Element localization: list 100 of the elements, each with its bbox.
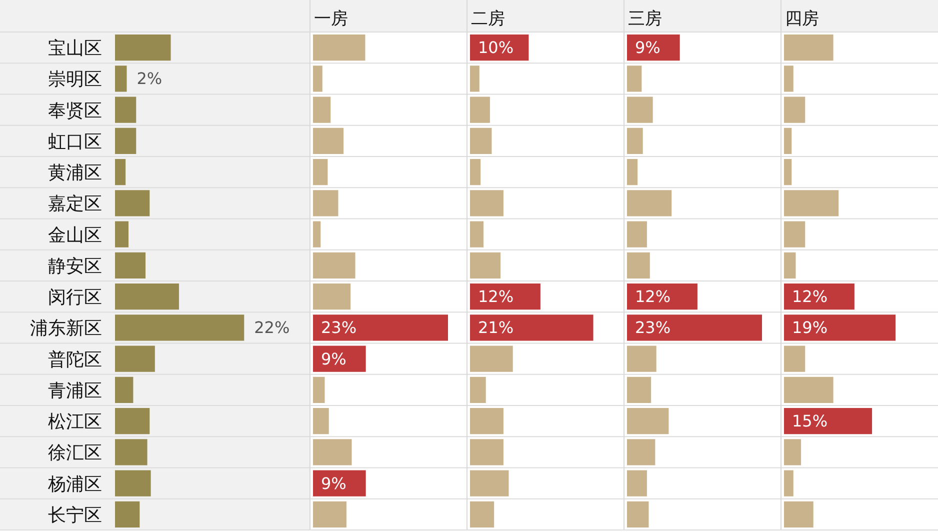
y-tick-label: 徐汇区 [48,442,102,464]
bar [627,376,652,403]
bar [784,439,802,466]
bar [470,96,490,123]
bar [115,221,128,248]
bar [470,284,540,310]
bar [470,190,504,216]
data-label: 12% [635,287,671,306]
y-tick-label: 杨浦区 [47,474,102,495]
bar [784,66,794,92]
bar [115,284,179,310]
y-tick-label: 长宁区 [48,504,102,526]
y-tick-label: 虹口区 [48,131,102,152]
bar [115,314,244,341]
bar [784,159,792,186]
bar [627,314,762,341]
bar [470,128,492,154]
bar [784,252,796,278]
bar [784,190,839,216]
bar [313,501,346,528]
y-tick-label: 静安区 [48,256,102,277]
bar [313,376,325,403]
bar [784,128,792,154]
bar [784,314,896,341]
bar [313,314,448,341]
bar [313,284,351,310]
data-label: 9% [321,474,346,493]
bar [313,439,352,466]
bar [470,470,509,496]
bar [627,190,672,216]
bar [784,376,834,403]
data-label: 12% [478,287,514,306]
data-label: 9% [635,38,660,58]
y-tick-label: 黄浦区 [48,162,102,184]
bar [784,346,806,372]
bar [313,190,338,216]
data-label: 10% [478,38,514,58]
bar [627,470,647,496]
bar [784,34,834,61]
y-tick-label: 闵行区 [48,287,102,308]
bar [470,252,501,278]
data-label: 15% [792,412,828,431]
bar [784,96,806,123]
bar [313,66,322,92]
bar [115,252,146,278]
bar [627,128,643,154]
bar [313,408,329,434]
bar [470,221,484,248]
y-tick-label: 奉贤区 [48,100,102,122]
bar [115,190,150,216]
bar [627,159,638,186]
bar [470,501,494,528]
y-tick-label: 青浦区 [48,380,102,402]
bar [627,252,650,278]
bar [115,34,171,61]
bar [313,159,328,186]
data-label: 22% [254,318,290,338]
y-tick-label: 嘉定区 [48,194,102,215]
data-label: 23% [321,318,357,338]
chart-title: 三房 [628,9,662,29]
chart-title: 一房 [314,9,348,29]
bar [115,501,140,528]
y-tick-label: 普陀区 [48,349,102,370]
bar [115,470,151,496]
bar [313,221,321,248]
bar [627,284,698,310]
chart-title: 四房 [785,9,819,29]
bar [470,66,480,92]
y-tick-label: 松江区 [48,412,102,433]
bar [115,96,136,123]
bar [784,470,794,496]
data-label: 2% [136,69,162,88]
data-label: 21% [478,318,514,338]
bar [470,376,486,403]
bar [784,221,806,248]
bar [784,284,854,310]
data-label: 23% [635,318,671,338]
bar [627,96,653,123]
y-tick-label: 金山区 [48,224,102,246]
bar [470,408,504,434]
bar [470,439,504,466]
bar [470,314,594,341]
bar [115,439,148,466]
y-tick-label: 宝山区 [48,38,102,60]
bar [627,346,656,372]
bar [115,408,150,434]
bar [470,159,481,186]
bar [627,439,656,466]
bar [627,34,680,61]
bar [627,221,647,248]
data-label: 9% [321,349,346,368]
bar [115,128,136,154]
bar [784,501,814,528]
bar [470,346,513,372]
bar [115,66,127,92]
bar [313,34,366,61]
bar [115,346,155,372]
bar [627,66,642,92]
data-label: 12% [792,287,828,306]
y-tick-label: 崇明区 [48,69,102,90]
